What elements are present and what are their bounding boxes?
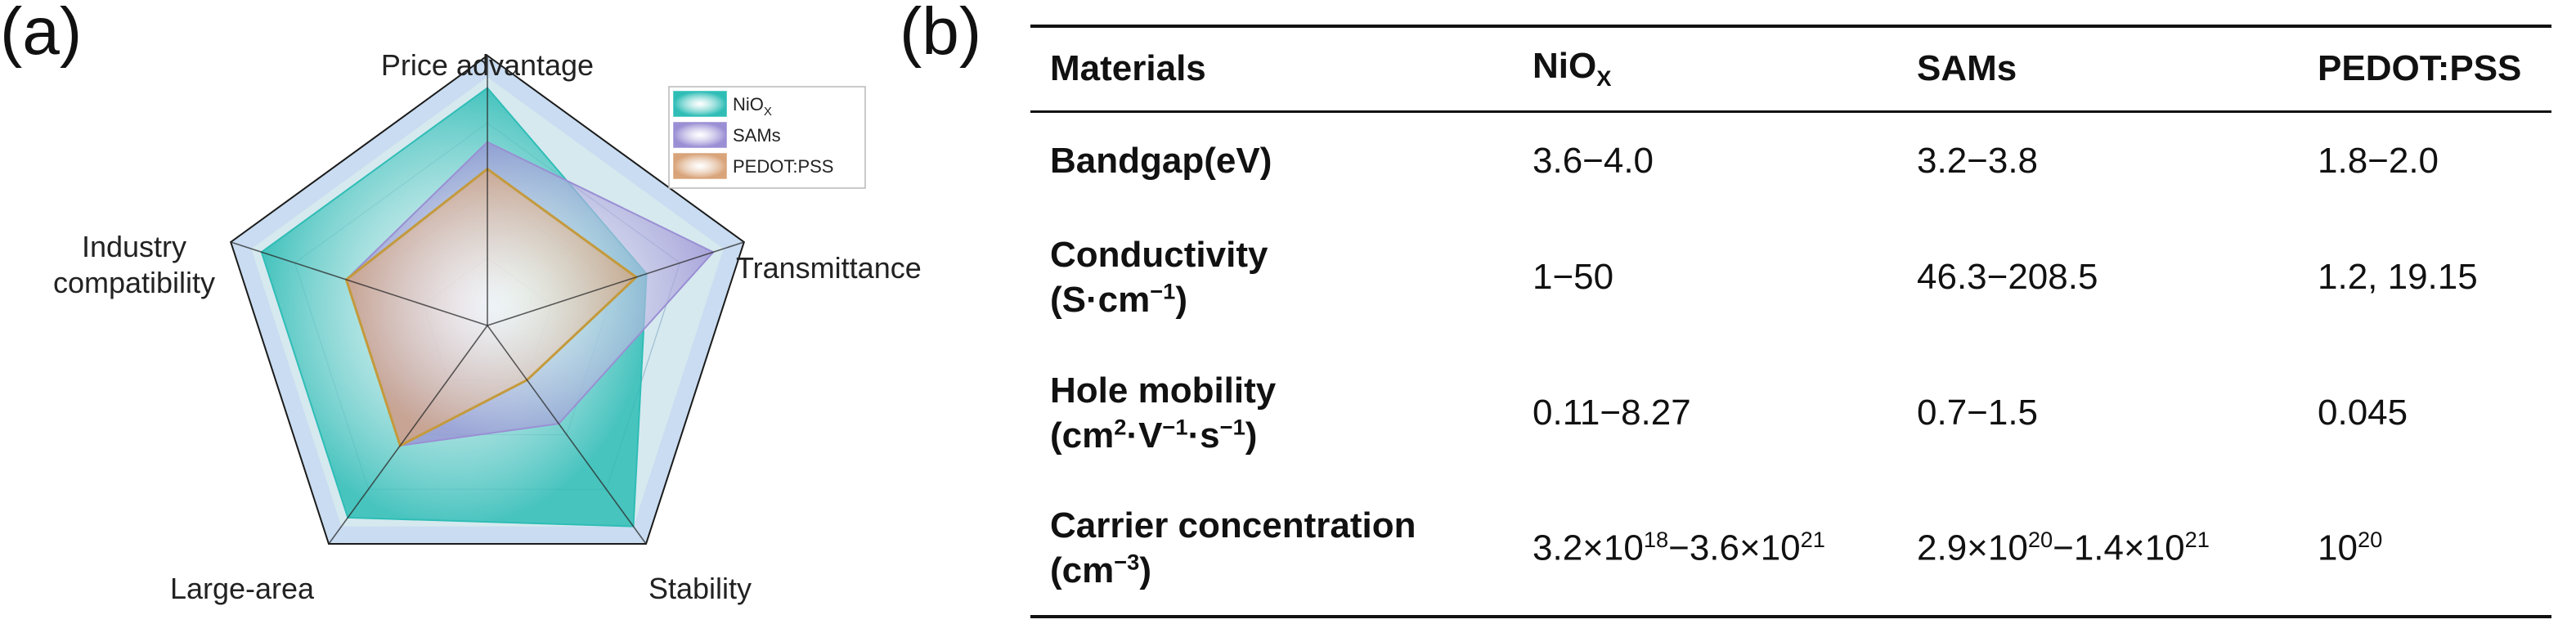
axis-label-line: Industry [82, 230, 186, 263]
header-niox-main: NiO [1533, 46, 1597, 87]
header-sams: SAMs [1897, 25, 2298, 113]
properties-table: Materials NiOX SAMs PEDOT:PSS Bandgap(eV… [1030, 25, 2551, 618]
row-label-carrier-concentration-name: Carrier concentration [1050, 505, 1416, 545]
legend-label-2: PEDOT:PSS [733, 156, 833, 177]
cell-conductivity-niox: 1−50 [1533, 257, 1614, 297]
cell-hole-mobility-niox: 0.11−8.27 [1533, 393, 1691, 433]
radar-chart-panel: (a) Price advantage Transmittance Stabilit… [0, 0, 1006, 633]
cell-carrier-concentration-niox: 3.2×1018−3.6×1021 [1513, 481, 1897, 618]
table-row-carrier-concentration: Carrier concentration (cm−3) 3.2×1018−3.… [1030, 481, 2551, 618]
cell-hole-mobility-pedot: 0.045 [2318, 393, 2408, 433]
radar-series-pedot-pss [344, 167, 639, 447]
radar-chart: Price advantage Transmittance Stability Lar… [53, 48, 922, 605]
properties-table-panel: Materials NiOX SAMs PEDOT:PSS Bandgap(eV… [1030, 25, 2551, 630]
row-label-hole-mobility-unit: (cm2·V−1·s−1) [1050, 414, 1258, 456]
legend-swatch-2 [673, 153, 727, 179]
axis-label-line: Stability [648, 572, 752, 605]
cell-conductivity-sams: 46.3−208.5 [1917, 257, 2098, 297]
header-pedot: PEDOT:PSS [2298, 25, 2551, 113]
row-label-carrier-concentration: Carrier concentration (cm−3) [1030, 481, 1513, 618]
row-label-conductivity: Conductivity (S·cm−1) [1030, 209, 1513, 345]
panel-a-label: (a) [0, 0, 83, 69]
cell-conductivity-pedot: 1.2, 19.15 [2318, 257, 2478, 297]
header-niox: NiOX [1513, 25, 1897, 113]
panel-b-label: (b) [900, 0, 982, 69]
legend-label-1: SAMs [733, 125, 781, 146]
axis-label-1: Transmittance [736, 251, 922, 285]
row-label-conductivity-unit: (S·cm−1) [1050, 278, 1187, 320]
row-label-conductivity-name: Conductivity [1050, 235, 1268, 275]
axis-label-line: Price advantage [381, 48, 594, 82]
cell-carrier-concentration-sams: 2.9×1020−1.4×1021 [1897, 481, 2298, 618]
row-label-carrier-concentration-unit: (cm−3) [1050, 549, 1151, 590]
legend-label-main: PEDOT:PSS [733, 156, 833, 177]
radar-spoke-3 [328, 325, 488, 545]
table-row-bandgap: Bandgap(eV) 3.6−4.0 3.2−3.8 1.8−2.0 [1030, 111, 2551, 209]
header-niox-sub: X [1596, 65, 1612, 92]
legend-label-main: SAMs [733, 125, 781, 146]
radar-spoke-2 [487, 325, 647, 545]
cell-bandgap-pedot: 1.8−2.0 [2318, 140, 2439, 181]
axis-label-line: Large-area [170, 572, 315, 605]
cell-bandgap-sams: 3.2−3.8 [1917, 140, 2039, 181]
table-row-hole-mobility: Hole mobility (cm2·V−1·s−1) 0.11−8.27 0.… [1030, 345, 2551, 481]
cell-hole-mobility-sams: 0.7−1.5 [1917, 393, 2039, 433]
cell-carrier-concentration-pedot: 1020 [2298, 481, 2551, 618]
header-materials: Materials [1030, 25, 1513, 113]
row-label-hole-mobility: Hole mobility (cm2·V−1·s−1) [1030, 345, 1513, 481]
axis-label-line: compatibility [53, 266, 215, 299]
radar-spoke-4 [230, 241, 488, 326]
legend-label-0: NiOX [733, 94, 772, 119]
legend-label-sub: X [764, 105, 772, 119]
legend-label-main: NiO [733, 94, 764, 114]
legend-swatch-1 [673, 122, 727, 148]
axis-label-0: Price advantage [381, 48, 594, 82]
row-label-bandgap: Bandgap(eV) [1050, 141, 1272, 182]
axis-label-4: Industry compatibility [53, 230, 215, 299]
radar-spoke-1 [487, 241, 745, 326]
axis-label-3: Large-area [170, 572, 315, 605]
row-label-hole-mobility-name: Hole mobility [1050, 370, 1277, 411]
axis-label-line: Transmittance [736, 251, 922, 285]
legend-swatch-0 [673, 91, 727, 117]
cell-bandgap-niox: 3.6−4.0 [1533, 140, 1654, 181]
table-header-row: Materials NiOX SAMs PEDOT:PSS [1030, 25, 2551, 113]
axis-label-2: Stability [648, 572, 752, 605]
table-row-conductivity: Conductivity (S·cm−1) 1−50 46.3−208.5 1.… [1030, 209, 2551, 345]
